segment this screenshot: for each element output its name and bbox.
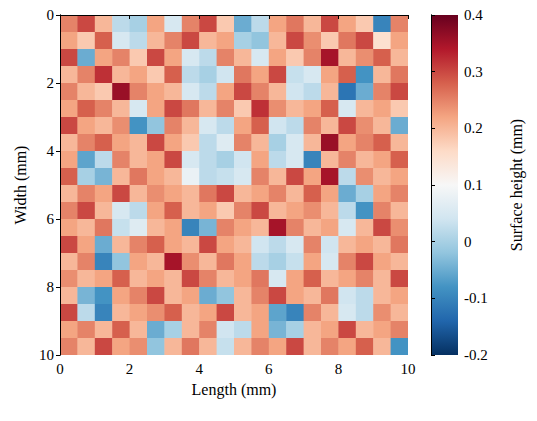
- svg-text:10: 10: [401, 361, 416, 377]
- svg-text:8: 8: [335, 361, 343, 377]
- svg-text:0.3: 0.3: [464, 64, 483, 80]
- svg-text:2: 2: [47, 75, 55, 91]
- svg-text:6: 6: [47, 211, 55, 227]
- svg-text:-0.2: -0.2: [464, 347, 488, 363]
- svg-text:4: 4: [47, 143, 55, 159]
- svg-text:4: 4: [195, 361, 203, 377]
- svg-text:8: 8: [47, 279, 55, 295]
- svg-text:Surface height (mm): Surface height (mm): [508, 119, 526, 251]
- svg-text:0.1: 0.1: [464, 177, 483, 193]
- svg-text:-0.1: -0.1: [464, 290, 488, 306]
- svg-text:0.2: 0.2: [464, 120, 483, 136]
- svg-text:0: 0: [56, 361, 64, 377]
- svg-text:0: 0: [47, 7, 55, 23]
- svg-text:0.4: 0.4: [464, 7, 483, 23]
- svg-text:6: 6: [265, 361, 273, 377]
- svg-text:Length (mm): Length (mm): [192, 381, 277, 399]
- svg-text:10: 10: [39, 347, 54, 363]
- svg-text:2: 2: [126, 361, 134, 377]
- svg-text:Width (mm): Width (mm): [12, 146, 30, 225]
- svg-text:0: 0: [464, 234, 472, 250]
